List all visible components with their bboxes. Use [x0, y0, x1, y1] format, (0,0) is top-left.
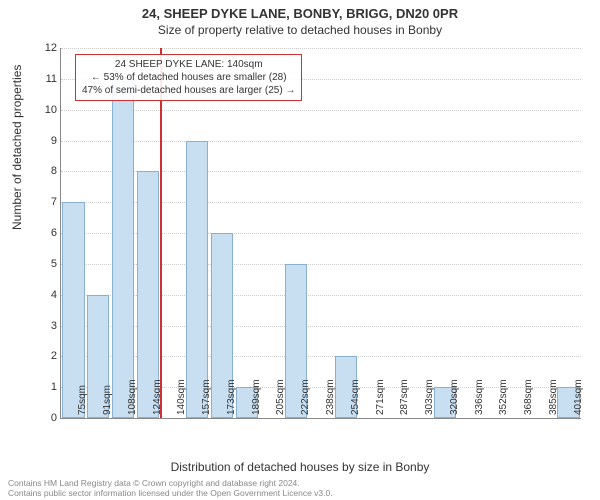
- x-tick-label: 352sqm: [498, 379, 509, 415]
- y-tick-label: 12: [39, 42, 57, 54]
- x-tick-label: 401sqm: [573, 379, 584, 415]
- footer: Contains HM Land Registry data © Crown c…: [8, 478, 333, 498]
- annotation-line: 47% of semi-detached houses are larger (…: [82, 84, 295, 97]
- gridline: [61, 48, 581, 49]
- y-tick-label: 3: [39, 320, 57, 332]
- y-tick-label: 0: [39, 412, 57, 424]
- x-tick-label: 320sqm: [449, 379, 460, 415]
- annotation-line: ← 53% of detached houses are smaller (28…: [82, 71, 295, 84]
- bar: [112, 79, 134, 418]
- x-tick-label: 368sqm: [523, 379, 534, 415]
- x-tick-label: 254sqm: [350, 379, 361, 415]
- y-tick-label: 11: [39, 73, 57, 85]
- y-tick-label: 7: [39, 196, 57, 208]
- y-tick-label: 1: [39, 381, 57, 393]
- y-tick-label: 10: [39, 104, 57, 116]
- y-axis-label: Number of detached properties: [10, 65, 24, 230]
- y-tick-label: 9: [39, 135, 57, 147]
- y-tick-label: 4: [39, 289, 57, 301]
- x-tick-label: 189sqm: [251, 379, 262, 415]
- y-tick-label: 8: [39, 165, 57, 177]
- x-tick-label: 336sqm: [474, 379, 485, 415]
- annotation-box: 24 SHEEP DYKE LANE: 140sqm← 53% of detac…: [75, 54, 302, 101]
- gridline: [61, 110, 581, 111]
- x-tick-label: 271sqm: [375, 379, 386, 415]
- footer-line-2: Contains public sector information licen…: [8, 488, 333, 498]
- x-tick-label: 287sqm: [399, 379, 410, 415]
- property-marker-line: [160, 48, 162, 418]
- title-main: 24, SHEEP DYKE LANE, BONBY, BRIGG, DN20 …: [0, 0, 600, 21]
- annotation-line: 24 SHEEP DYKE LANE: 140sqm: [82, 58, 295, 71]
- gridline: [61, 141, 581, 142]
- y-tick-label: 5: [39, 258, 57, 270]
- title-sub: Size of property relative to detached ho…: [0, 21, 600, 37]
- x-tick-label: 222sqm: [300, 379, 311, 415]
- y-tick-label: 2: [39, 350, 57, 362]
- footer-line-1: Contains HM Land Registry data © Crown c…: [8, 478, 333, 488]
- chart-area: 012345678910111275sqm91sqm108sqm124sqm14…: [60, 48, 581, 419]
- bar: [186, 141, 208, 419]
- x-axis-label: Distribution of detached houses by size …: [0, 460, 600, 474]
- y-tick-label: 6: [39, 227, 57, 239]
